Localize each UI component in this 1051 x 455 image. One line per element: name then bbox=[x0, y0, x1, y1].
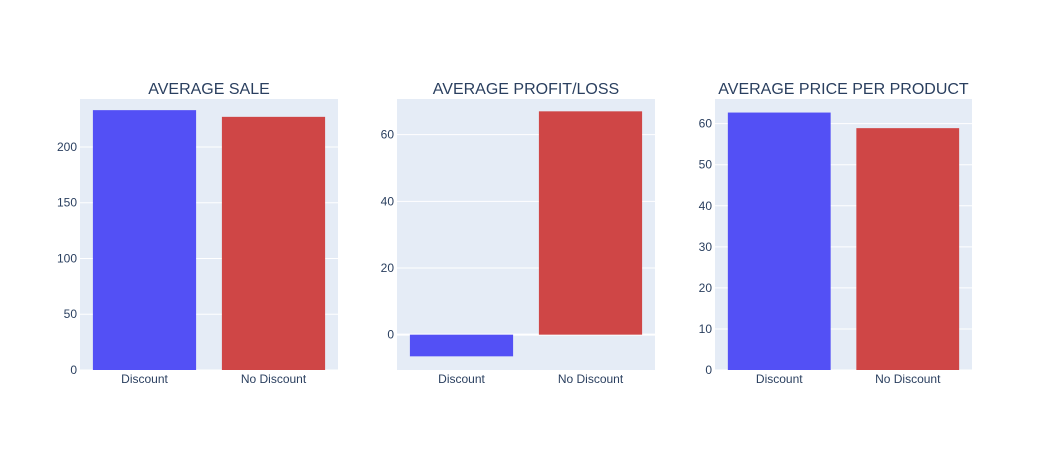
y-tick-label: 40 bbox=[699, 199, 713, 213]
subplot-title: AVERAGE PRICE PER PRODUCT bbox=[718, 81, 969, 98]
x-tick-label: Discount bbox=[756, 372, 803, 386]
y-tick-label: 100 bbox=[57, 251, 77, 265]
subplot-title: AVERAGE PROFIT/LOSS bbox=[433, 81, 619, 98]
x-tick-label: No Discount bbox=[875, 372, 941, 386]
bar-discount bbox=[92, 110, 197, 371]
y-tick-label: 40 bbox=[381, 194, 395, 208]
bar-discount bbox=[409, 334, 514, 357]
subplot-2: 0 20 40 60 Discount No Discount AVERAGE PROFIT… bbox=[381, 81, 655, 386]
y-tick-label: 20 bbox=[381, 261, 395, 275]
x-tick-label: No Discount bbox=[241, 372, 307, 386]
x-tick-label: Discount bbox=[438, 372, 485, 386]
bar-no-discount bbox=[538, 111, 643, 335]
y-tick-label: 10 bbox=[699, 322, 713, 336]
y-tick-label: 0 bbox=[705, 363, 712, 377]
y-tick-label: 0 bbox=[387, 328, 394, 342]
y-tick-label: 50 bbox=[64, 307, 78, 321]
x-tick-label: No Discount bbox=[558, 372, 624, 386]
y-tick-label: 200 bbox=[57, 140, 77, 154]
subplot-3: 0 10 20 30 40 50 60 Discount No Discount AVERAGE … bbox=[699, 81, 972, 386]
subplot-1: 0 50 100 150 200 Discount No Discount AVERAGE S… bbox=[57, 81, 338, 386]
subplot-title: AVERAGE SALE bbox=[148, 81, 270, 98]
y-tick-label: 30 bbox=[699, 240, 713, 254]
y-tick-label: 0 bbox=[70, 363, 77, 377]
y-tick-label: 50 bbox=[699, 158, 713, 172]
x-tick-label: Discount bbox=[121, 372, 168, 386]
y-tick-label: 20 bbox=[699, 281, 713, 295]
bar-no-discount bbox=[856, 128, 960, 370]
y-tick-label: 150 bbox=[57, 196, 77, 210]
y-tick-label: 60 bbox=[381, 128, 395, 142]
bar-no-discount bbox=[221, 116, 326, 370]
bar-discount bbox=[727, 112, 831, 371]
y-tick-label: 60 bbox=[699, 117, 713, 131]
